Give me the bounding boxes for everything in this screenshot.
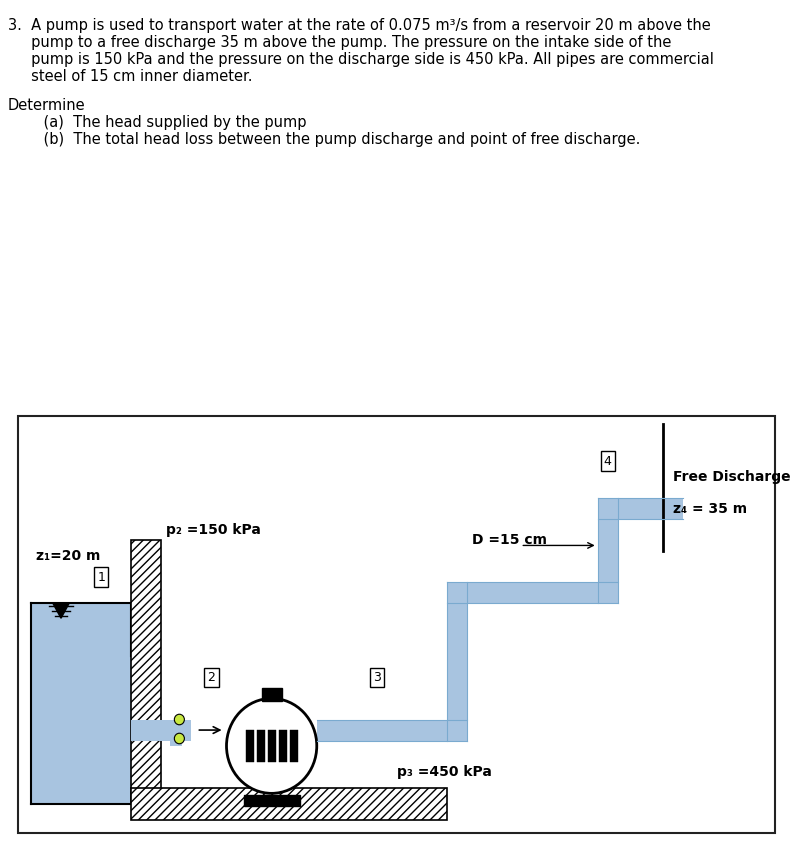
Text: pump to a free discharge 35 m above the pump. The pressure on the intake side of: pump to a free discharge 35 m above the …: [8, 35, 672, 50]
Bar: [131, 788, 447, 820]
Bar: [447, 582, 467, 741]
Polygon shape: [53, 603, 69, 618]
Text: (b)  The total head loss between the pump discharge and point of free discharge.: (b) The total head loss between the pump…: [25, 132, 641, 147]
Bar: [256, 730, 264, 761]
Text: z₄ = 35 m: z₄ = 35 m: [673, 501, 747, 516]
Text: (a)  The head supplied by the pump: (a) The head supplied by the pump: [25, 115, 306, 130]
Text: 1: 1: [97, 571, 105, 583]
Bar: [131, 540, 161, 803]
Text: p₃ =450 kPa: p₃ =450 kPa: [397, 766, 491, 779]
Bar: [171, 741, 183, 746]
Circle shape: [226, 699, 317, 793]
Text: 2: 2: [207, 671, 215, 684]
Text: pump is 150 kPa and the pressure on the discharge side is 450 kPa. All pipes are: pump is 150 kPa and the pressure on the …: [8, 52, 714, 67]
Bar: [279, 730, 287, 761]
Text: Determine: Determine: [8, 98, 86, 113]
Circle shape: [175, 733, 184, 744]
Bar: [245, 730, 253, 761]
Text: D =15 cm: D =15 cm: [472, 533, 547, 547]
Text: 4: 4: [603, 455, 611, 468]
Text: Free Discharge: Free Discharge: [673, 470, 791, 484]
Bar: [598, 498, 618, 603]
Text: z₁=20 m: z₁=20 m: [36, 549, 100, 563]
Text: p₂ =150 kPa: p₂ =150 kPa: [166, 522, 261, 537]
Bar: [131, 719, 191, 741]
Bar: [598, 498, 683, 519]
Bar: [31, 603, 131, 803]
Bar: [447, 582, 618, 603]
Circle shape: [175, 714, 184, 725]
Bar: [244, 795, 299, 806]
Text: 3.  A pump is used to transport water at the rate of 0.075 m³/s from a reservoir: 3. A pump is used to transport water at …: [8, 18, 711, 33]
Bar: [317, 719, 467, 741]
Text: 3: 3: [373, 671, 381, 684]
Text: steel of 15 cm inner diameter.: steel of 15 cm inner diameter.: [8, 69, 252, 84]
Bar: [268, 730, 276, 761]
Bar: [290, 730, 298, 761]
Bar: [261, 688, 282, 701]
